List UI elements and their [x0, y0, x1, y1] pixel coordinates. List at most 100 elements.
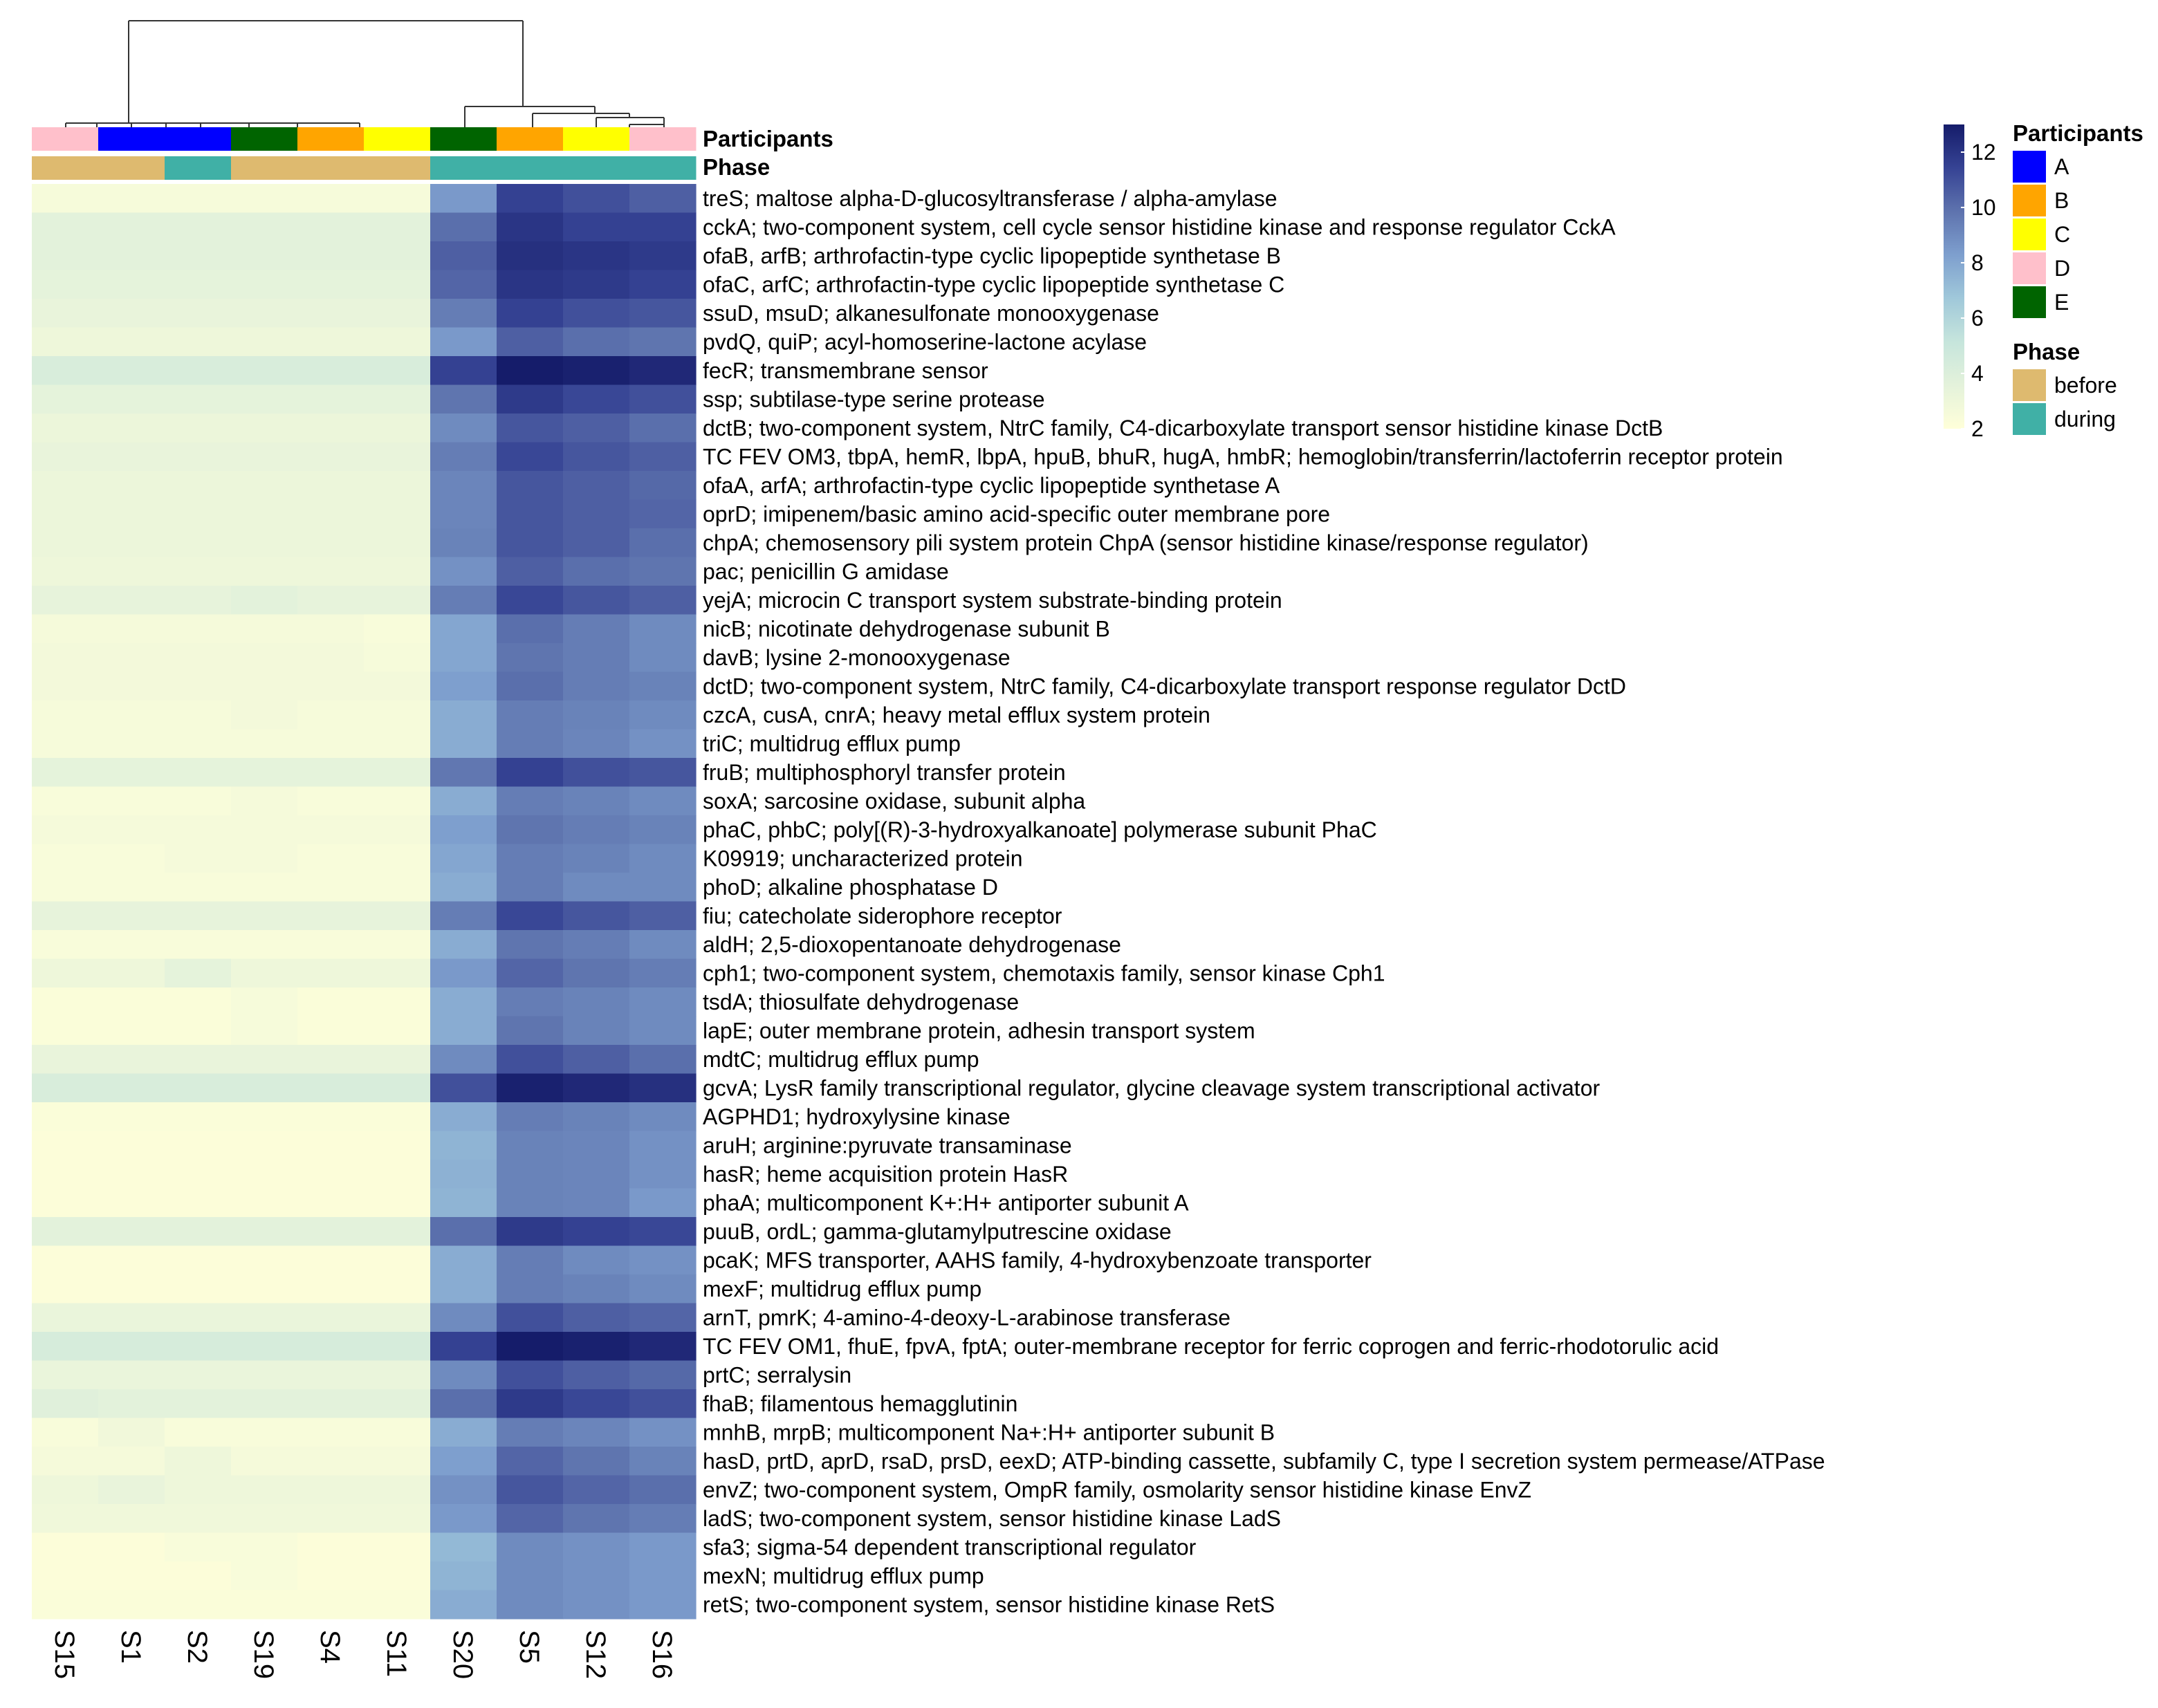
- phase-cell-S15: [32, 156, 99, 180]
- heatmap-cell: [563, 700, 630, 730]
- heatmap-cell: [165, 356, 232, 386]
- heatmap-cell: [297, 1561, 365, 1591]
- heatmap-cell: [32, 184, 99, 214]
- heatmap-cell: [497, 384, 564, 414]
- heatmap-cell: [629, 1532, 697, 1562]
- heatmap-cell: [430, 1389, 497, 1419]
- heatmap-cell: [32, 384, 99, 414]
- phase-cell-S16: [629, 156, 697, 180]
- column-labels: S15 S1 S2 S19 S4 S11 S20 S5 S12 S16: [49, 1630, 677, 1679]
- heatmap-cell: [563, 471, 630, 501]
- heatmap-cell: [364, 528, 431, 558]
- heatmap-cell: [297, 384, 365, 414]
- row-label: TC FEV OM3, tbpA, hemR, lbpA, hpuB, bhuR…: [703, 444, 1783, 469]
- heatmap-cell: [364, 241, 431, 271]
- row-label: fhaB; filamentous hemagglutinin: [703, 1391, 1017, 1416]
- heatmap-cell: [98, 930, 165, 960]
- heatmap-cell: [563, 212, 630, 242]
- heatmap-cell: [297, 1160, 365, 1189]
- heatmap-cell: [364, 471, 431, 501]
- heatmap-cell: [629, 1245, 697, 1275]
- heatmap-cell: [231, 729, 298, 759]
- heatmap-cell: [32, 643, 99, 673]
- heatmap-cell: [231, 327, 298, 357]
- row-label: oprD; imipenem/basic amino acid-specific…: [703, 501, 1330, 526]
- heatmap-cell: [563, 1332, 630, 1362]
- phase-cell-S4: [297, 156, 365, 180]
- heatmap-cell: [629, 241, 697, 271]
- heatmap-cell: [563, 1016, 630, 1046]
- heatmap-cell: [165, 758, 232, 788]
- heatmap-cell: [563, 184, 630, 214]
- row-label: ssuD, msuD; alkanesulfonate monooxygenas…: [703, 301, 1159, 326]
- heatmap-cell: [98, 1447, 165, 1476]
- heatmap-cell: [165, 1217, 232, 1247]
- heatmap-cell: [563, 1102, 630, 1132]
- heatmap-cell: [364, 786, 431, 816]
- heatmap-cell: [430, 1504, 497, 1534]
- heatmap-cell: [231, 499, 298, 529]
- row-label: ofaC, arfC; arthrofactin-type cyclic lip…: [703, 272, 1284, 297]
- phase-legend-items: before during: [2013, 369, 2117, 435]
- heatmap-cell: [430, 299, 497, 328]
- heatmap-cell: [98, 786, 165, 816]
- heatmap-cell: [497, 442, 564, 472]
- heatmap-cell: [231, 241, 298, 271]
- participants-cell-S4: [297, 127, 365, 151]
- heatmap-cell: [629, 270, 697, 299]
- heatmap-cell: [165, 815, 232, 845]
- heatmap-cell: [32, 1504, 99, 1534]
- row-label: sfa3; sigma-54 dependent transcriptional…: [703, 1534, 1197, 1559]
- heatmap-cell: [629, 1332, 697, 1362]
- heatmap-cell: [297, 1303, 365, 1333]
- heatmap-cell: [364, 1360, 431, 1390]
- heatmap-cell: [364, 1418, 431, 1447]
- heatmap-cell: [231, 786, 298, 816]
- participants-cell-S11: [364, 127, 431, 151]
- heatmap-cell: [32, 700, 99, 730]
- heatmap-cell: [563, 1532, 630, 1562]
- heatmap-cell: [629, 1274, 697, 1304]
- heatmap-cell: [563, 384, 630, 414]
- phase-legend-label-before: before: [2054, 373, 2117, 398]
- heatmap-cell: [32, 499, 99, 529]
- row-label: ofaA, arfA; arthrofactin-type cyclic lip…: [703, 473, 1280, 498]
- heatmap-cell: [364, 212, 431, 242]
- heatmap-cell: [297, 1389, 365, 1419]
- heatmap-cell: [364, 1217, 431, 1247]
- heatmap-cell: [497, 1245, 564, 1275]
- row-label: czcA, cusA, cnrA; heavy metal efflux sys…: [703, 703, 1210, 727]
- heatmap-cell: [98, 414, 165, 443]
- scale-tick-label: 6: [1971, 306, 1984, 331]
- heatmap-cell: [297, 614, 365, 644]
- heatmap-cell: [364, 671, 431, 701]
- heatmap-cell: [165, 327, 232, 357]
- heatmap-cell: [165, 873, 232, 902]
- heatmap-cell: [629, 930, 697, 960]
- heatmap-cell: [430, 1245, 497, 1275]
- heatmap-cell: [231, 1217, 298, 1247]
- heatmap-cell: [98, 700, 165, 730]
- phase-annotation-label: Phase: [703, 154, 770, 180]
- row-label: puuB, ordL; gamma-glutamylputrescine oxi…: [703, 1219, 1172, 1244]
- heatmap-cell: [32, 528, 99, 558]
- heatmap-cell: [430, 1102, 497, 1132]
- heatmap-cell: [563, 356, 630, 386]
- heatmap-cell: [32, 442, 99, 472]
- heatmap-cell: [364, 1160, 431, 1189]
- heatmap-cell: [297, 671, 365, 701]
- row-label: gcvA; LysR family transcriptional regula…: [703, 1075, 1600, 1100]
- heatmap-cell: [32, 557, 99, 586]
- heatmap-cell: [231, 471, 298, 501]
- heatmap-cell: [32, 1102, 99, 1132]
- heatmap-cell: [165, 786, 232, 816]
- heatmap-cell: [297, 1274, 365, 1304]
- heatmap-cell: [430, 528, 497, 558]
- heatmap-cell: [231, 987, 298, 1017]
- heatmap-cell: [297, 700, 365, 730]
- heatmap-cell: [98, 184, 165, 214]
- heatmap-cell: [165, 1016, 232, 1046]
- heatmap-cell: [98, 844, 165, 873]
- heatmap-cells: [32, 184, 697, 1619]
- heatmap-cell: [497, 1102, 564, 1132]
